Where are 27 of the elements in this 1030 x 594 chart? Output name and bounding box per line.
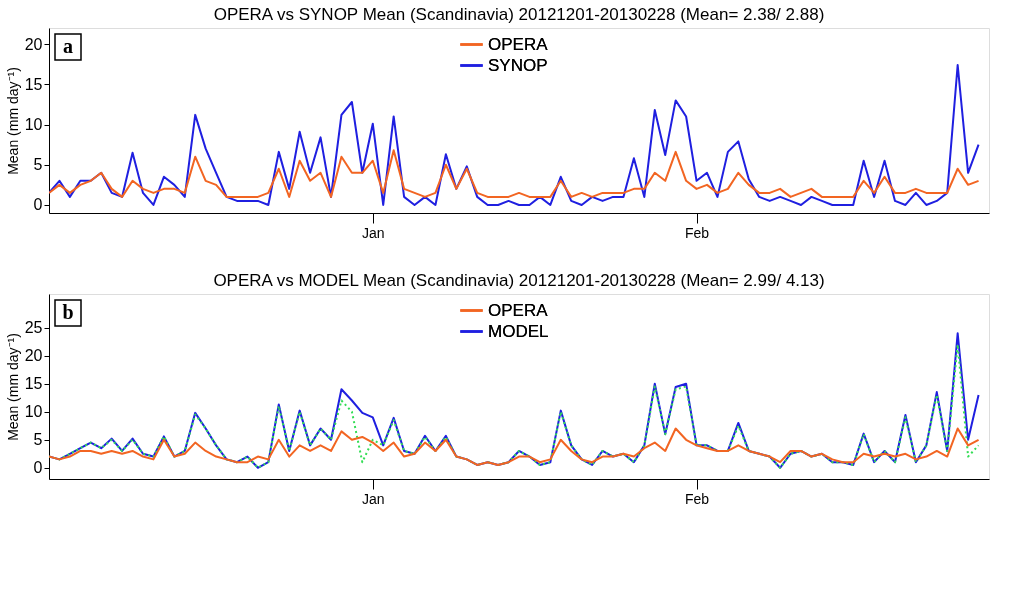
y-tick-label: 20 [24,35,43,53]
annotation: a [63,35,73,57]
legend-label: OPERA [488,34,549,54]
chart-title: OPERA vs SYNOP Mean (Scandinavia) 20121201-20130228 (Mean= 2.38/ 2.88) [213,5,825,24]
y-tick-label: 20 [24,347,43,365]
line-series [49,149,980,198]
y-tick-label: 5 [33,431,43,449]
x-tick-label: Jan [361,490,385,507]
annotation: b [62,301,74,323]
x-tick-label: Jan [361,224,385,241]
x-tick-label: Feb [684,224,710,241]
y-tick-label: 10 [24,403,43,421]
y-tick-label: 0 [33,196,43,214]
y-tick-label: 25 [24,319,43,337]
legend-label: SYNOP [488,55,548,75]
y-tick-label: 10 [24,116,43,134]
y-axis-title: Mean (mm day⁻¹) [4,333,21,441]
chart-title: OPERA vs MODEL Mean (Scandinavia) 20121201-20130228 (Mean= 2.99/ 4.13) [213,271,825,290]
line-series [49,427,980,466]
x-tick-label: Feb [684,490,710,507]
y-tick-label: 5 [33,156,43,174]
legend-label: OPERA [488,300,549,320]
y-tick-label: 15 [24,75,43,93]
legend-label: MODEL [488,321,549,341]
y-axis-title: Mean (mm day⁻¹) [4,67,21,175]
y-tick-label: 15 [24,375,43,393]
y-tick-label: 0 [33,459,43,477]
